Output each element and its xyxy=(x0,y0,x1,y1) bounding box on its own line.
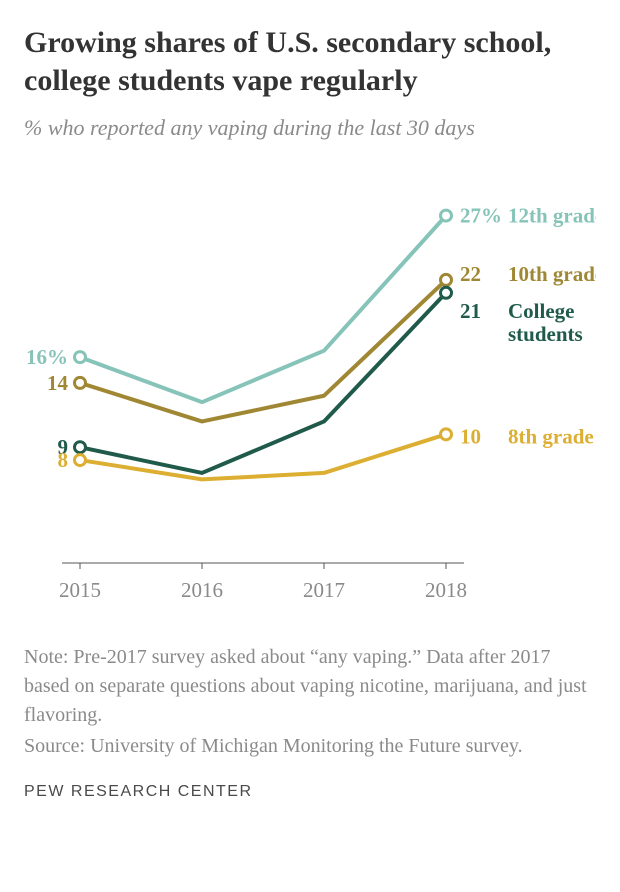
svg-text:12th grade: 12th grade xyxy=(508,203,596,227)
svg-text:2015: 2015 xyxy=(59,578,101,602)
svg-text:16%: 16% xyxy=(26,345,68,369)
svg-text:10: 10 xyxy=(460,424,481,448)
svg-text:8th grade: 8th grade xyxy=(508,424,594,448)
svg-text:8: 8 xyxy=(58,448,69,472)
svg-text:27%: 27% xyxy=(460,203,502,227)
svg-text:students: students xyxy=(508,321,583,345)
chart-note: Note: Pre-2017 survey asked about “any v… xyxy=(24,643,596,730)
line-chart: 201520162017201816%149827%12th grade2210… xyxy=(24,153,596,623)
chart-subtitle: % who reported any vaping during the las… xyxy=(24,113,596,143)
svg-text:2017: 2017 xyxy=(303,578,345,602)
svg-text:10th grade: 10th grade xyxy=(508,262,596,286)
svg-text:College: College xyxy=(508,298,574,322)
svg-text:2018: 2018 xyxy=(425,578,467,602)
svg-text:22: 22 xyxy=(460,262,481,286)
svg-text:2016: 2016 xyxy=(181,578,223,602)
svg-text:21: 21 xyxy=(460,298,481,322)
footer-attribution: PEW RESEARCH CENTER xyxy=(24,783,596,801)
chart-title: Growing shares of U.S. secondary school,… xyxy=(24,24,596,99)
svg-text:14: 14 xyxy=(47,371,69,395)
chart-source: Source: University of Michigan Monitorin… xyxy=(24,732,596,761)
chart-svg: 201520162017201816%149827%12th grade2210… xyxy=(24,153,596,623)
